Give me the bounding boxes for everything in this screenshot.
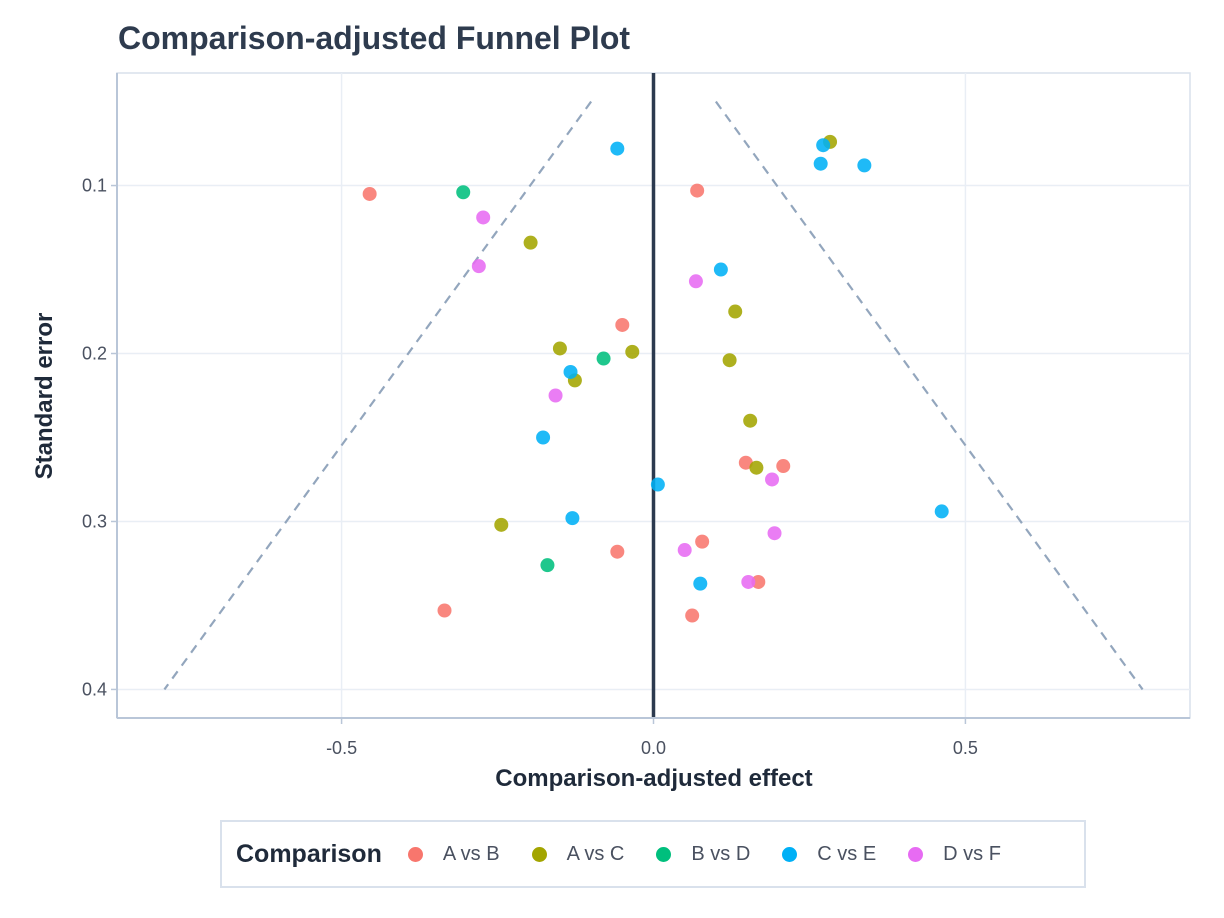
chart-title: Comparison-adjusted Funnel Plot: [118, 20, 631, 56]
legend-item: A vs C: [531, 842, 625, 866]
x-tick-label: -0.5: [326, 738, 357, 758]
data-point: [565, 511, 580, 526]
data-point: [563, 364, 578, 379]
data-point: [751, 574, 766, 589]
data-point: [713, 262, 728, 277]
data-point: [738, 455, 753, 470]
data-point: [743, 413, 758, 428]
legend-label: D vs F: [943, 842, 1001, 865]
data-point: [934, 504, 949, 519]
legend: Comparison A vs B A vs C B vs D C vs E D vs …: [220, 820, 1086, 888]
legend-item: B vs D: [656, 843, 750, 866]
legend-swatch: [407, 846, 423, 862]
data-point: [741, 574, 756, 589]
data-point: [690, 183, 705, 198]
data-point: [688, 274, 703, 289]
y-axis-title: Standard error: [31, 313, 58, 480]
data-point: [437, 603, 452, 618]
legend-swatch: [656, 846, 672, 862]
x-axis-title: Comparison-adjusted effect: [495, 765, 812, 792]
legend-title: Comparison: [236, 839, 382, 868]
legend-label: A vs B: [442, 842, 500, 865]
data-point: [722, 353, 737, 368]
data-point: [548, 388, 563, 403]
legend-swatch: [782, 846, 798, 862]
funnel-plot: -0.5 0.0 0.5 0.1 0.2 0.3 0.4 Comparison-adjust…: [31, 72, 1191, 792]
x-tick-label: 0.5: [953, 738, 978, 758]
y-tick-label: 0.1: [82, 176, 107, 196]
data-point: [767, 526, 782, 541]
axis-ticks: -0.5 0.0 0.5 0.1 0.2 0.3 0.4: [82, 176, 978, 758]
data-point: [813, 156, 828, 171]
data-point: [776, 459, 791, 474]
data-point: [677, 543, 692, 558]
legend-label: B vs D: [691, 842, 751, 865]
data-point: [857, 158, 872, 173]
legend-item: C vs E: [782, 843, 876, 866]
x-tick-label: 0.0: [641, 738, 666, 758]
data-point: [596, 351, 611, 366]
data-point: [693, 576, 708, 591]
data-point: [362, 186, 377, 201]
data-point: [523, 235, 538, 250]
legend-item: A vs B: [407, 842, 500, 866]
data-point: [650, 477, 665, 492]
data-point: [615, 317, 630, 332]
data-point: [765, 472, 780, 487]
data-point: [456, 185, 471, 200]
data-point: [625, 344, 640, 359]
data-point: [610, 141, 625, 156]
data-point: [552, 341, 567, 356]
data-point: [471, 259, 486, 274]
legend-label: C vs E: [817, 842, 877, 865]
data-point: [685, 608, 700, 623]
y-tick-label: 0.4: [82, 679, 107, 699]
data-point: [695, 534, 710, 549]
data-points: [362, 134, 949, 623]
legend-swatch: [908, 846, 924, 862]
y-tick-label: 0.2: [82, 344, 107, 364]
y-tick-label: 0.3: [82, 511, 107, 531]
data-point: [610, 544, 625, 559]
data-point: [816, 138, 831, 153]
data-point: [728, 304, 743, 319]
data-point: [476, 210, 491, 225]
data-point: [540, 558, 555, 573]
legend-swatch: [531, 846, 547, 862]
legend-label: A vs C: [566, 842, 625, 865]
data-point: [494, 517, 509, 532]
data-point: [749, 460, 764, 475]
legend-item: D vs F: [908, 843, 1001, 866]
data-point: [536, 430, 551, 445]
